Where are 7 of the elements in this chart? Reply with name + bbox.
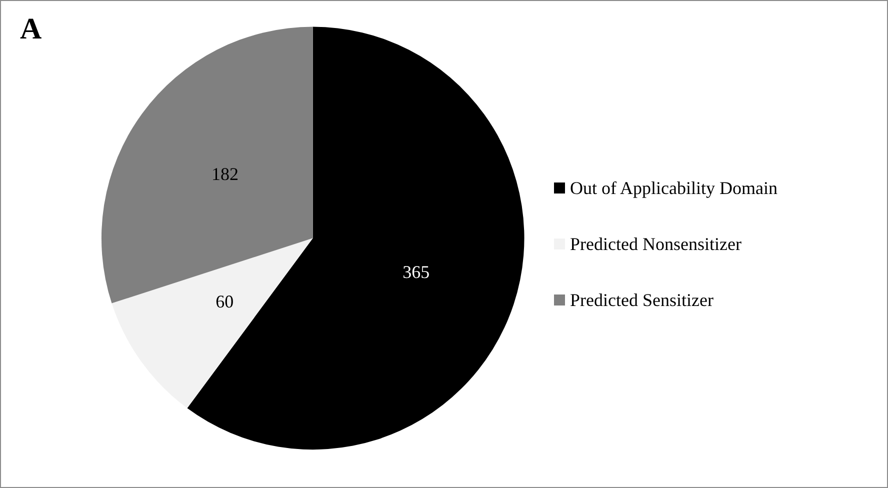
data-label: 365 bbox=[402, 262, 430, 282]
data-label: 60 bbox=[216, 292, 234, 312]
legend-label: Predicted Sensitizer bbox=[570, 290, 714, 310]
chart-title: A bbox=[20, 12, 42, 46]
legend-label: Out of Applicability Domain bbox=[570, 178, 778, 198]
data-label: 182 bbox=[211, 164, 238, 184]
legend-label: Predicted Nonsensitizer bbox=[570, 234, 742, 254]
